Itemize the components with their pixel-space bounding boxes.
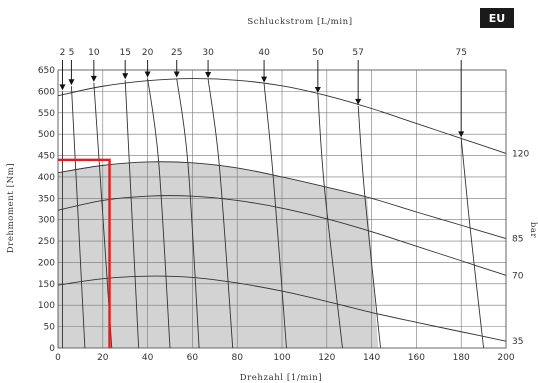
pressure-tick-label: 35: [512, 337, 523, 347]
flow-line: [357, 105, 382, 349]
x-tick-label: 60: [187, 353, 199, 363]
y-tick-label: 250: [38, 237, 55, 247]
x-axis-label: Drehzahl [1/min]: [240, 373, 323, 383]
flow-arrow-head: [314, 86, 321, 93]
flow-line: [317, 93, 343, 349]
pressure-curve: [57, 78, 507, 154]
y-tick-label: 0: [49, 344, 55, 354]
flow-tick-label: 15: [119, 48, 130, 58]
flow-arrow-head: [144, 71, 151, 78]
x-tick-label: 140: [363, 353, 380, 363]
flow-line: [207, 78, 234, 349]
flow-arrow-head: [59, 84, 66, 91]
flow-arrow-head: [458, 131, 465, 138]
y-axis-label: Drehmoment [Nm]: [6, 163, 16, 253]
flow-arrow-head: [205, 71, 212, 78]
flow-line: [147, 78, 171, 349]
right-axis-label: bar: [528, 222, 538, 239]
pressure-tick-label: 120: [512, 149, 529, 159]
grid-layer: [57, 69, 507, 349]
flow-line: [460, 138, 485, 349]
pressure-curve: [57, 275, 507, 342]
shaded-region-layer: [58, 161, 379, 348]
y-tick-label: 450: [38, 152, 55, 162]
flow-line: [176, 78, 200, 349]
flow-line: [124, 80, 140, 349]
flow-arrow-head: [355, 98, 362, 105]
flow-tick-label: 25: [171, 48, 182, 58]
flow-tick-label: 75: [455, 48, 466, 58]
y-tick-label: 150: [38, 280, 55, 290]
flow-arrow-head: [90, 75, 97, 82]
pressure-curves-layer: [57, 78, 507, 342]
pressure-tick-label: 70: [512, 271, 524, 281]
flow-tick-label: 30: [202, 48, 214, 58]
y-tick-label: 650: [38, 66, 55, 76]
x-tick-label: 80: [231, 353, 243, 363]
flow-tick-label: 10: [88, 48, 100, 58]
pressure-curve: [57, 195, 507, 276]
flow-tick-label: 50: [312, 48, 324, 58]
eu-badge-label: EU: [489, 12, 505, 25]
eu-badge-background: [480, 8, 514, 28]
y-tick-label: 200: [38, 258, 55, 268]
x-tick-label: 200: [497, 353, 514, 363]
flow-arrow-head: [173, 71, 180, 78]
x-tick-label: 180: [453, 353, 470, 363]
flow-arrow-head: [68, 79, 75, 86]
x-tick-label: 160: [408, 353, 425, 363]
operating-point-marker: [58, 158, 111, 348]
y-tick-label: 550: [38, 109, 55, 119]
pressure-tick-label: 85: [512, 235, 523, 245]
top-axis-label: Schluckstrom [L/min]: [247, 17, 352, 27]
y-tick-label: 600: [38, 87, 55, 97]
flow-tick-label: 40: [258, 48, 270, 58]
flow-tick-label: 20: [142, 48, 154, 58]
plot-frame: [57, 69, 507, 349]
y-tick-label: 500: [38, 130, 55, 140]
flow-lines-layer: [59, 60, 485, 349]
flow-arrow-head: [261, 76, 268, 83]
eu-badge: EU: [480, 8, 514, 28]
pressure-curve: [57, 161, 507, 239]
flow-tick-label: 57: [352, 48, 363, 58]
y-tick-label: 400: [38, 173, 55, 183]
flow-tick-label: 2: [60, 48, 66, 58]
x-tick-label: 0: [55, 353, 61, 363]
x-tick-label: 40: [142, 353, 154, 363]
y-tick-label: 100: [38, 301, 55, 311]
flow-tick-label: 5: [69, 48, 75, 58]
x-tick-label: 120: [318, 353, 335, 363]
x-tick-label: 20: [97, 353, 109, 363]
flow-arrow-head: [122, 73, 129, 80]
y-tick-label: 350: [38, 194, 55, 204]
operating-point-layer: [58, 158, 111, 348]
shaded-operating-region: [58, 161, 379, 348]
y-tick-label: 50: [44, 323, 56, 333]
flow-line: [263, 83, 287, 349]
x-tick-label: 100: [273, 353, 290, 363]
flow-line: [70, 86, 86, 349]
y-tick-label: 300: [38, 216, 55, 226]
